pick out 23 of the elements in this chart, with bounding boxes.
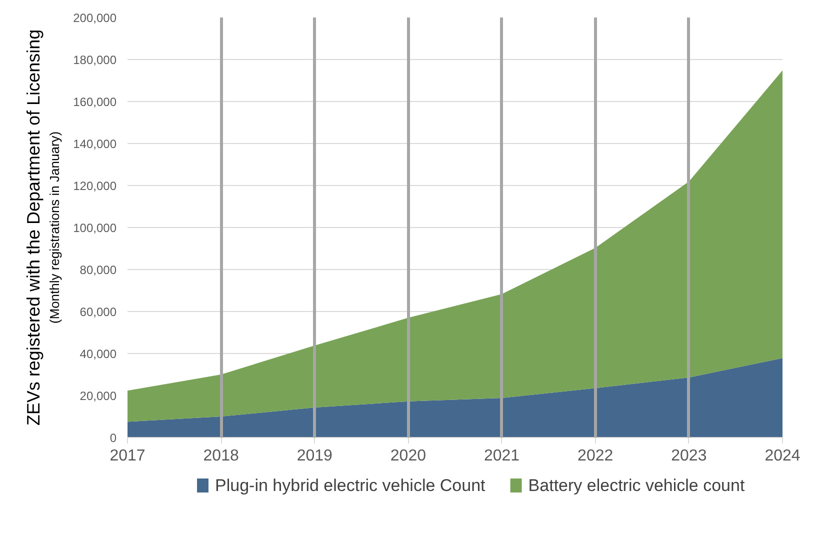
y-tick-label: 140,000 (73, 137, 117, 151)
y-tick-label: 160,000 (73, 95, 117, 109)
x-tick-label: 2019 (296, 448, 333, 464)
x-tick-label: 2021 (484, 448, 520, 464)
y-tick-label: 180,000 (73, 53, 117, 67)
legend-label: Battery electric vehicle count (528, 476, 745, 495)
y-tick-label: 200,000 (73, 11, 117, 25)
y-tick-label: 60,000 (80, 305, 117, 319)
legend-label: Plug-in hybrid electric vehicle Count (215, 476, 486, 495)
y-axis-title: ZEVs registered with the Department of Licensing (24, 29, 44, 426)
x-tick-label: 2022 (578, 448, 614, 464)
x-tick-label: 2017 (110, 448, 146, 464)
text: (Monthly registrations in January) (47, 131, 62, 324)
y-tick-label: 80,000 (80, 263, 117, 277)
y-tick-label: 0 (110, 431, 117, 445)
x-tick-label: 2020 (390, 448, 426, 464)
x-tick-label: 2024 (764, 448, 800, 464)
y-tick-label: 20,000 (80, 389, 117, 403)
y-tick-label: 40,000 (80, 347, 117, 361)
x-tick-label: 2018 (203, 448, 239, 464)
y-tick-label: 100,000 (73, 221, 117, 235)
y-tick-label: 120,000 (73, 179, 117, 193)
x-tick-label: 2023 (671, 448, 707, 464)
